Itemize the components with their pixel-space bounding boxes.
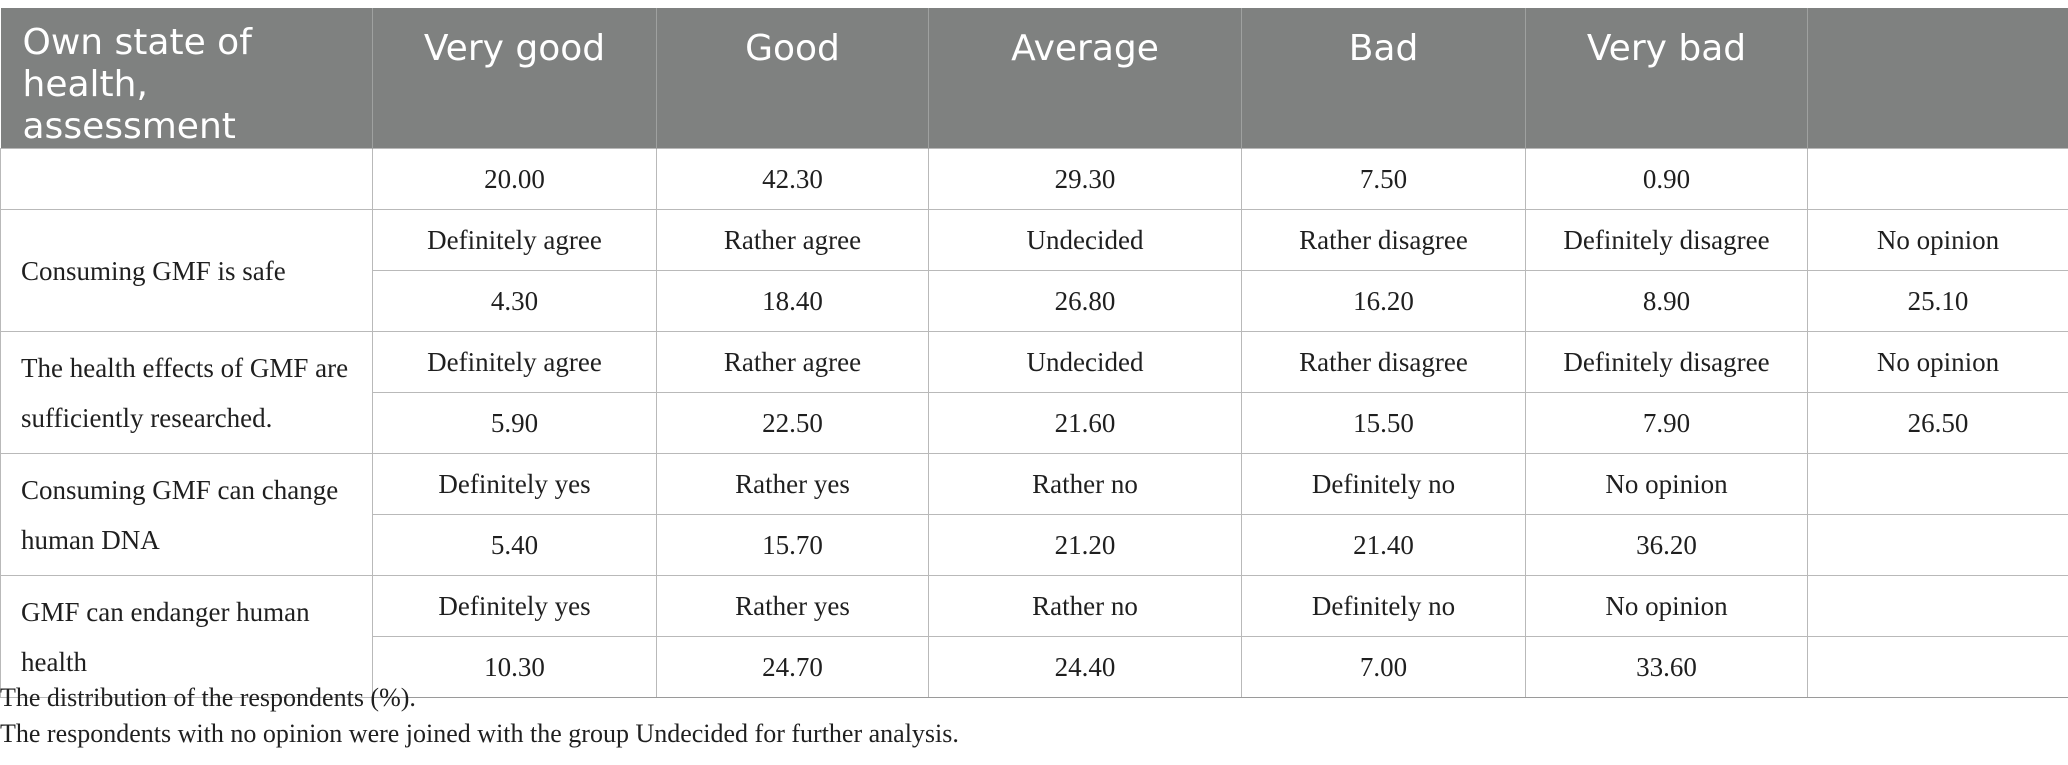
table-row: 5.90 22.50 21.60 15.50 7.90 26.50	[1, 392, 2068, 454]
header-bad: Bad	[1241, 8, 1526, 149]
header-very-bad: Very bad	[1525, 8, 1808, 149]
cell: Rather yes	[656, 575, 929, 637]
row-label: GMF can endanger human health	[0, 575, 373, 698]
cell: No opinion	[1807, 209, 2068, 271]
cell: 22.50	[656, 392, 929, 454]
cell: Definitely agree	[372, 331, 657, 393]
cell: Definitely no	[1241, 453, 1526, 515]
cell: No opinion	[1525, 575, 1808, 637]
cell: Definitely agree	[372, 209, 657, 271]
table-row: Consuming GMF is safe Definitely agree R…	[0, 209, 2068, 332]
cell: Undecided	[928, 209, 1242, 271]
cell: 24.70	[656, 636, 929, 698]
table-row: GMF can endanger human health Definitely…	[0, 575, 2068, 698]
cell: 7.50	[1241, 148, 1526, 210]
header-good: Good	[656, 8, 929, 149]
cell: 15.50	[1241, 392, 1526, 454]
footnote: The distribution of the respondents (%).	[0, 683, 416, 712]
cell: Definitely yes	[372, 453, 657, 515]
row-label: Consuming GMF is safe	[0, 209, 373, 332]
cell: Rather agree	[656, 209, 929, 271]
table-footnotes: The distribution of the respondents (%).…	[0, 680, 959, 752]
cell: Rather no	[928, 575, 1242, 637]
cell: 16.20	[1241, 270, 1526, 332]
header-empty	[1807, 8, 2068, 149]
cell: Rather yes	[656, 453, 929, 515]
row-label: Consuming GMF can change human DNA	[0, 453, 373, 576]
cell: 21.40	[1241, 514, 1526, 576]
cell: Definitely yes	[372, 575, 657, 637]
table-row: Consuming GMF can change human DNA Defin…	[0, 453, 2068, 576]
cell: 33.60	[1525, 636, 1808, 698]
cell: Rather agree	[656, 331, 929, 393]
cell: Rather no	[928, 453, 1242, 515]
cell: 42.30	[656, 148, 929, 210]
cell: 4.30	[372, 270, 657, 332]
cell: No opinion	[1525, 453, 1808, 515]
cell: 26.80	[928, 270, 1242, 332]
row-label-empty	[0, 148, 373, 210]
cell	[1807, 514, 2068, 576]
header-average: Average	[928, 8, 1242, 149]
row-label: The health effects of GMF are sufficient…	[0, 331, 373, 454]
cell: 20.00	[372, 148, 657, 210]
cell	[1807, 636, 2068, 698]
header-health-assessment: Own state of health, assessment	[0, 8, 373, 149]
cell: 24.40	[928, 636, 1242, 698]
cell: Definitely disagree	[1525, 331, 1808, 393]
cell: 29.30	[928, 148, 1242, 210]
data-table-container: Own state of health, assessment Very goo…	[0, 8, 2068, 698]
table-row: 10.30 24.70 24.40 7.00 33.60	[1, 636, 2068, 698]
cell: 18.40	[656, 270, 929, 332]
cell: 10.30	[372, 636, 657, 698]
cell: Definitely disagree	[1525, 209, 1808, 271]
cell: 26.50	[1807, 392, 2068, 454]
cell: 25.10	[1807, 270, 2068, 332]
header-row: Own state of health, assessment Very goo…	[0, 8, 2068, 149]
cell: 8.90	[1525, 270, 1808, 332]
cell: 7.00	[1241, 636, 1526, 698]
cell: 36.20	[1525, 514, 1808, 576]
cell: Rather disagree	[1241, 331, 1526, 393]
cell: 5.90	[372, 392, 657, 454]
cell: Rather disagree	[1241, 209, 1526, 271]
cell: Definitely no	[1241, 575, 1526, 637]
cell: 7.90	[1525, 392, 1808, 454]
cell: 0.90	[1525, 148, 1808, 210]
cell: Undecided	[928, 331, 1242, 393]
footnote: The respondents with no opinion were joi…	[0, 719, 959, 748]
cell: 21.20	[928, 514, 1242, 576]
cell	[1807, 453, 2068, 515]
table-row: 20.00 42.30 29.30 7.50 0.90	[0, 148, 2068, 210]
gmf-survey-table: Own state of health, assessment Very goo…	[0, 8, 2068, 698]
table-row: The health effects of GMF are sufficient…	[0, 331, 2068, 454]
cell: 21.60	[928, 392, 1242, 454]
cell	[1807, 575, 2068, 637]
table-row: 5.40 15.70 21.20 21.40 36.20	[1, 514, 2068, 576]
header-very-good: Very good	[372, 8, 657, 149]
cell: 5.40	[372, 514, 657, 576]
cell	[1807, 148, 2068, 210]
cell: 15.70	[656, 514, 929, 576]
cell: No opinion	[1807, 331, 2068, 393]
